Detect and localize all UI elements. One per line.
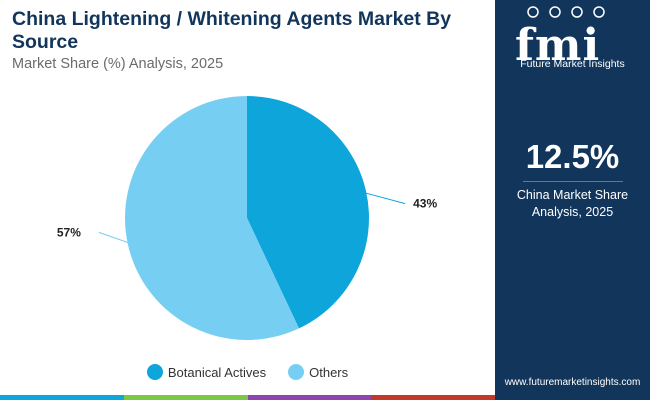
bar-segment-purple bbox=[247, 395, 372, 400]
bottom-color-bar bbox=[0, 395, 495, 400]
chart-legend: Botanical Actives Others bbox=[0, 364, 495, 380]
stat-label-line1: China Market Share bbox=[516, 188, 629, 202]
data-label-botanical-actives: 43% bbox=[413, 197, 437, 211]
pie-chart: 43% 57% bbox=[57, 96, 437, 340]
leader-line-botanical-actives bbox=[362, 191, 406, 205]
legend-item-botanical-actives: Botanical Actives bbox=[146, 364, 267, 380]
legend-swatch-botanical-actives bbox=[146, 364, 163, 380]
bar-segment-green bbox=[123, 395, 248, 400]
legend-item-others: Others bbox=[288, 364, 348, 380]
stat-divider bbox=[523, 181, 623, 182]
legend-label-others: Others bbox=[309, 364, 349, 380]
website-link[interactable]: www.futuremarketinsights.com bbox=[504, 377, 641, 388]
bar-segment-blue bbox=[0, 395, 124, 400]
sidebar-panel: fmi Future Market Insights 12.5% China M… bbox=[495, 0, 650, 400]
logo-icons bbox=[527, 6, 605, 18]
logo-caption: Future Market Insights bbox=[520, 58, 625, 70]
leader-line-others bbox=[98, 231, 132, 245]
chart-title: China Lightening / Whitening Agents Mark… bbox=[12, 8, 452, 53]
pie-slice-others bbox=[124, 96, 299, 340]
data-label-others: 57% bbox=[57, 225, 81, 239]
bar-segment-red bbox=[371, 395, 495, 400]
stat-value: 12.5% bbox=[525, 138, 620, 175]
stat-label: China Market Share Analysis, 2025 bbox=[495, 187, 650, 221]
legend-label-botanical-actives: Botanical Actives bbox=[167, 364, 267, 380]
pie-slice-botanical-actives bbox=[247, 96, 369, 329]
stat-label-line2: Analysis, 2025 bbox=[531, 205, 614, 219]
chart-subtitle: Market Share (%) Analysis, 2025 bbox=[12, 56, 224, 72]
legend-swatch-others bbox=[288, 364, 305, 380]
fmi-logo: fmi bbox=[515, 20, 601, 71]
